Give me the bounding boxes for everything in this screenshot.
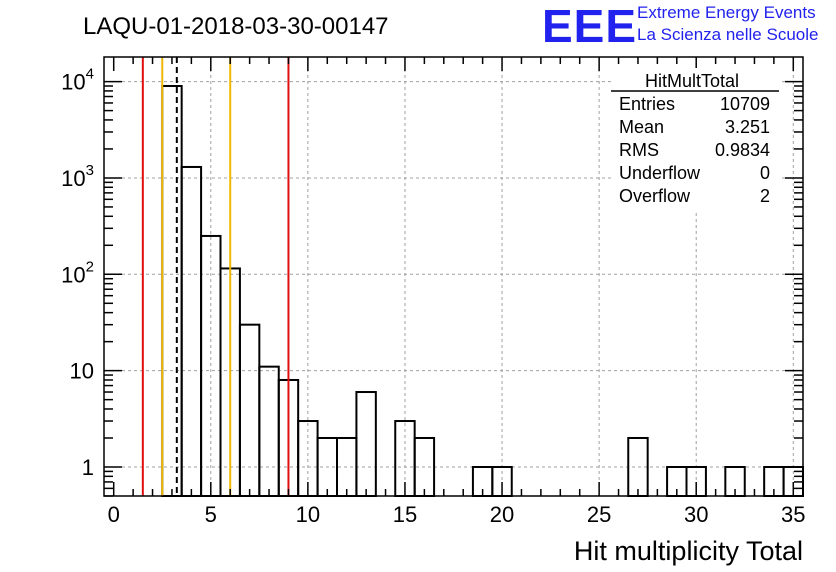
axes bbox=[103, 56, 804, 497]
stats-value-overflow: 2 bbox=[760, 186, 770, 206]
histogram-bin bbox=[238, 323, 261, 497]
y-tick-label: 10 bbox=[70, 359, 94, 384]
y-tick-exponent: 4 bbox=[86, 66, 94, 83]
plot-frame bbox=[103, 56, 804, 497]
histogram-bin bbox=[161, 85, 183, 498]
y-tick-base: 10 bbox=[61, 166, 85, 191]
y-tick-label: 103 bbox=[61, 162, 94, 191]
histogram-bin bbox=[258, 365, 280, 497]
stats-box: HitMultTotal Entries 10709 Mean 3.251 RM… bbox=[611, 68, 779, 210]
histogram-bin bbox=[180, 165, 203, 497]
stats-label-rms: RMS bbox=[619, 140, 659, 160]
y-tick-base: 10 bbox=[61, 70, 85, 95]
x-tick-label: 30 bbox=[684, 502, 708, 527]
x-tick-label: 25 bbox=[587, 502, 611, 527]
logo-line-2: La Scienza nelle Scuole bbox=[637, 25, 818, 44]
stats-box-title: HitMultTotal bbox=[645, 71, 739, 91]
y-tick-exponent: 3 bbox=[86, 162, 94, 179]
stats-value-entries: 10709 bbox=[720, 94, 770, 114]
chart-title: LAQU-01-2018-03-30-00147 bbox=[83, 13, 389, 40]
x-tick-label: 35 bbox=[781, 502, 805, 527]
x-tick-label: 20 bbox=[490, 502, 514, 527]
logo-line-1: Extreme Energy Events bbox=[637, 3, 816, 22]
y-tick-label: 102 bbox=[61, 258, 94, 287]
eee-logo: EEE Extreme Energy Events La Scienza nel… bbox=[542, 0, 818, 52]
stats-label-mean: Mean bbox=[619, 117, 664, 137]
y-tick-label: 1 bbox=[82, 455, 94, 480]
stats-label-underflow: Underflow bbox=[619, 163, 701, 183]
histogram-bin bbox=[355, 391, 377, 497]
y-tick-label: 104 bbox=[61, 66, 94, 95]
x-tick-label: 5 bbox=[205, 502, 217, 527]
stats-value-mean: 3.251 bbox=[725, 117, 770, 137]
y-tick-exponent: 2 bbox=[86, 258, 94, 275]
logo-mark: EEE bbox=[542, 0, 637, 52]
stats-label-overflow: Overflow bbox=[619, 186, 691, 206]
stats-value-underflow: 0 bbox=[760, 163, 770, 183]
stats-label-entries: Entries bbox=[619, 94, 675, 114]
marker-lines bbox=[141, 57, 290, 496]
x-tick-label: 15 bbox=[393, 502, 417, 527]
x-tick-label: 10 bbox=[296, 502, 320, 527]
x-tick-label: 0 bbox=[108, 502, 120, 527]
x-axis-title: Hit multiplicity Total bbox=[574, 536, 803, 566]
stats-value-rms: 0.9834 bbox=[715, 140, 770, 160]
y-tick-base: 10 bbox=[61, 262, 85, 287]
